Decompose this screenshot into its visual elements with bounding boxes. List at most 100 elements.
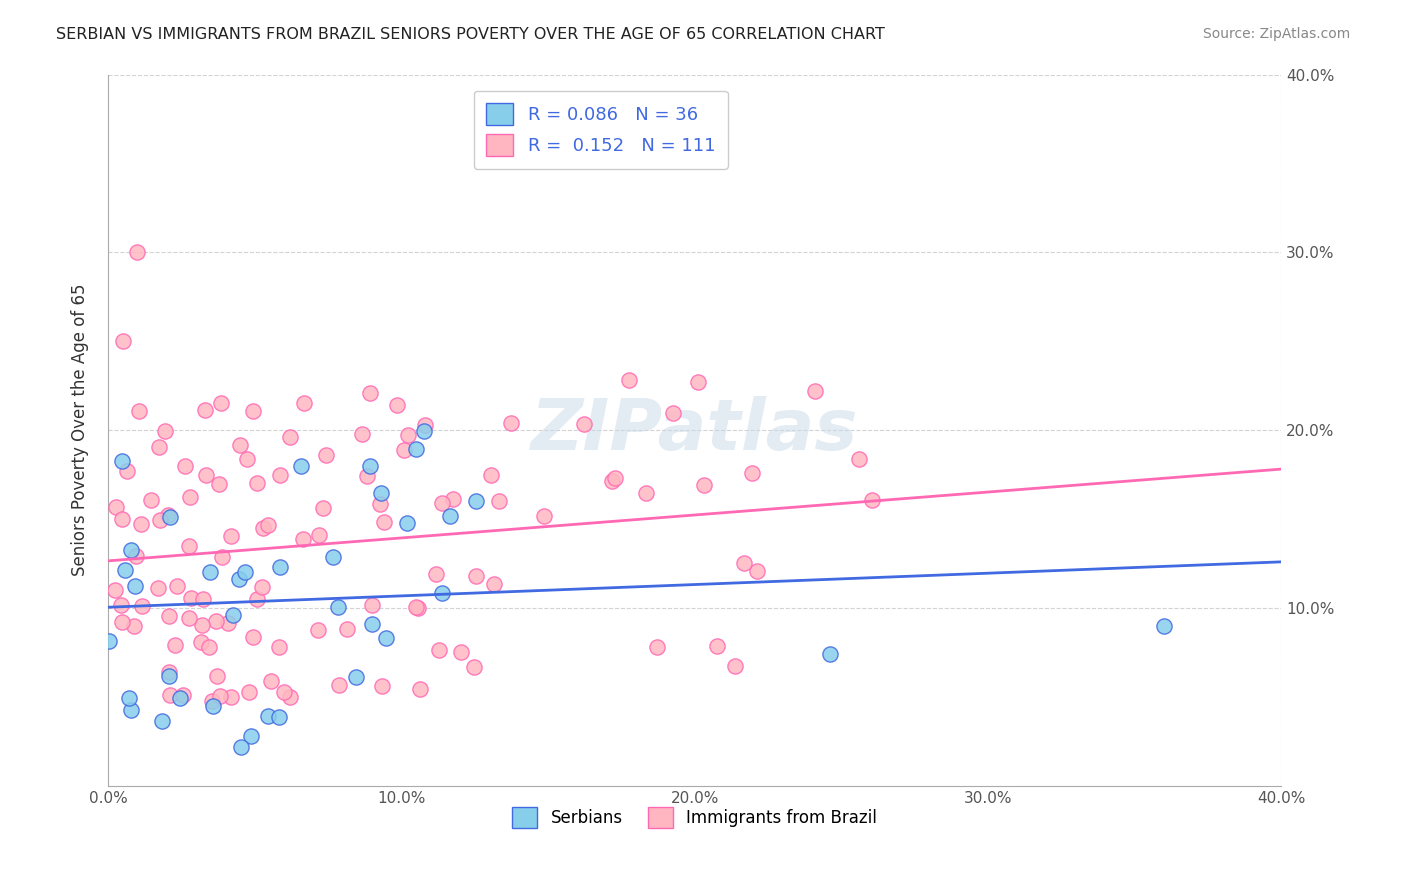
Point — [425, 567, 447, 582]
Point — [693, 478, 716, 492]
Point — [221, 690, 243, 704]
Point — [208, 476, 231, 491]
Point — [201, 698, 224, 713]
Point — [150, 714, 173, 729]
Point — [177, 611, 200, 625]
Point — [804, 384, 827, 399]
Point — [252, 521, 274, 535]
Point — [174, 458, 197, 473]
Point — [219, 528, 242, 542]
Point — [228, 572, 250, 586]
Point — [432, 496, 454, 510]
Point — [619, 373, 641, 387]
Point — [308, 528, 330, 542]
Point — [439, 509, 461, 524]
Point — [645, 640, 668, 654]
Point — [222, 608, 245, 623]
Point — [148, 440, 170, 454]
Point — [273, 685, 295, 699]
Y-axis label: Seniors Poverty Over the Age of 65: Seniors Poverty Over the Age of 65 — [72, 284, 89, 576]
Point — [574, 417, 596, 432]
Point — [405, 442, 427, 457]
Point — [250, 581, 273, 595]
Point — [328, 678, 350, 692]
Point — [114, 563, 136, 577]
Point — [733, 556, 755, 570]
Point — [267, 640, 290, 654]
Point — [111, 334, 134, 349]
Point — [706, 639, 728, 653]
Point — [356, 468, 378, 483]
Point — [115, 464, 138, 478]
Point — [336, 622, 359, 636]
Point — [463, 659, 485, 673]
Point — [290, 458, 312, 473]
Point — [373, 516, 395, 530]
Point — [724, 659, 747, 673]
Point — [412, 425, 434, 439]
Point — [307, 624, 329, 638]
Point — [481, 468, 503, 483]
Point — [488, 493, 510, 508]
Point — [686, 375, 709, 389]
Point — [194, 467, 217, 482]
Point — [259, 673, 281, 688]
Point — [122, 619, 145, 633]
Point — [125, 549, 148, 564]
Point — [233, 566, 256, 580]
Point — [111, 454, 134, 468]
Point — [396, 427, 419, 442]
Point — [408, 682, 430, 697]
Point — [370, 485, 392, 500]
Point — [217, 616, 239, 631]
Point — [163, 638, 186, 652]
Point — [464, 568, 486, 582]
Point — [820, 648, 842, 662]
Point — [172, 688, 194, 702]
Point — [148, 581, 170, 595]
Point — [129, 516, 152, 531]
Point — [315, 448, 337, 462]
Point — [292, 532, 315, 546]
Point — [292, 395, 315, 409]
Point — [256, 709, 278, 723]
Point — [394, 443, 416, 458]
Point — [236, 451, 259, 466]
Text: ZIPatlas: ZIPatlas — [531, 396, 859, 465]
Point — [533, 508, 555, 523]
Point — [111, 615, 134, 629]
Point — [246, 591, 269, 606]
Point — [1153, 619, 1175, 633]
Point — [97, 633, 120, 648]
Point — [159, 689, 181, 703]
Point — [600, 474, 623, 488]
Point — [741, 466, 763, 480]
Point — [361, 617, 384, 632]
Point — [278, 690, 301, 705]
Point — [344, 670, 367, 684]
Point — [127, 245, 149, 260]
Point — [131, 599, 153, 613]
Point — [191, 591, 214, 606]
Point — [238, 685, 260, 699]
Point — [200, 565, 222, 579]
Point — [405, 599, 427, 614]
Point — [120, 543, 142, 558]
Point — [104, 582, 127, 597]
Point — [427, 643, 450, 657]
Point — [501, 416, 523, 430]
Point — [149, 513, 172, 527]
Point — [269, 560, 291, 574]
Point — [441, 492, 464, 507]
Point — [211, 550, 233, 565]
Point — [242, 630, 264, 644]
Point — [603, 471, 626, 485]
Point — [157, 609, 180, 624]
Point — [169, 690, 191, 705]
Point — [205, 615, 228, 629]
Point — [198, 640, 221, 654]
Point — [415, 417, 437, 432]
Point — [359, 458, 381, 473]
Point — [257, 517, 280, 532]
Point — [104, 500, 127, 514]
